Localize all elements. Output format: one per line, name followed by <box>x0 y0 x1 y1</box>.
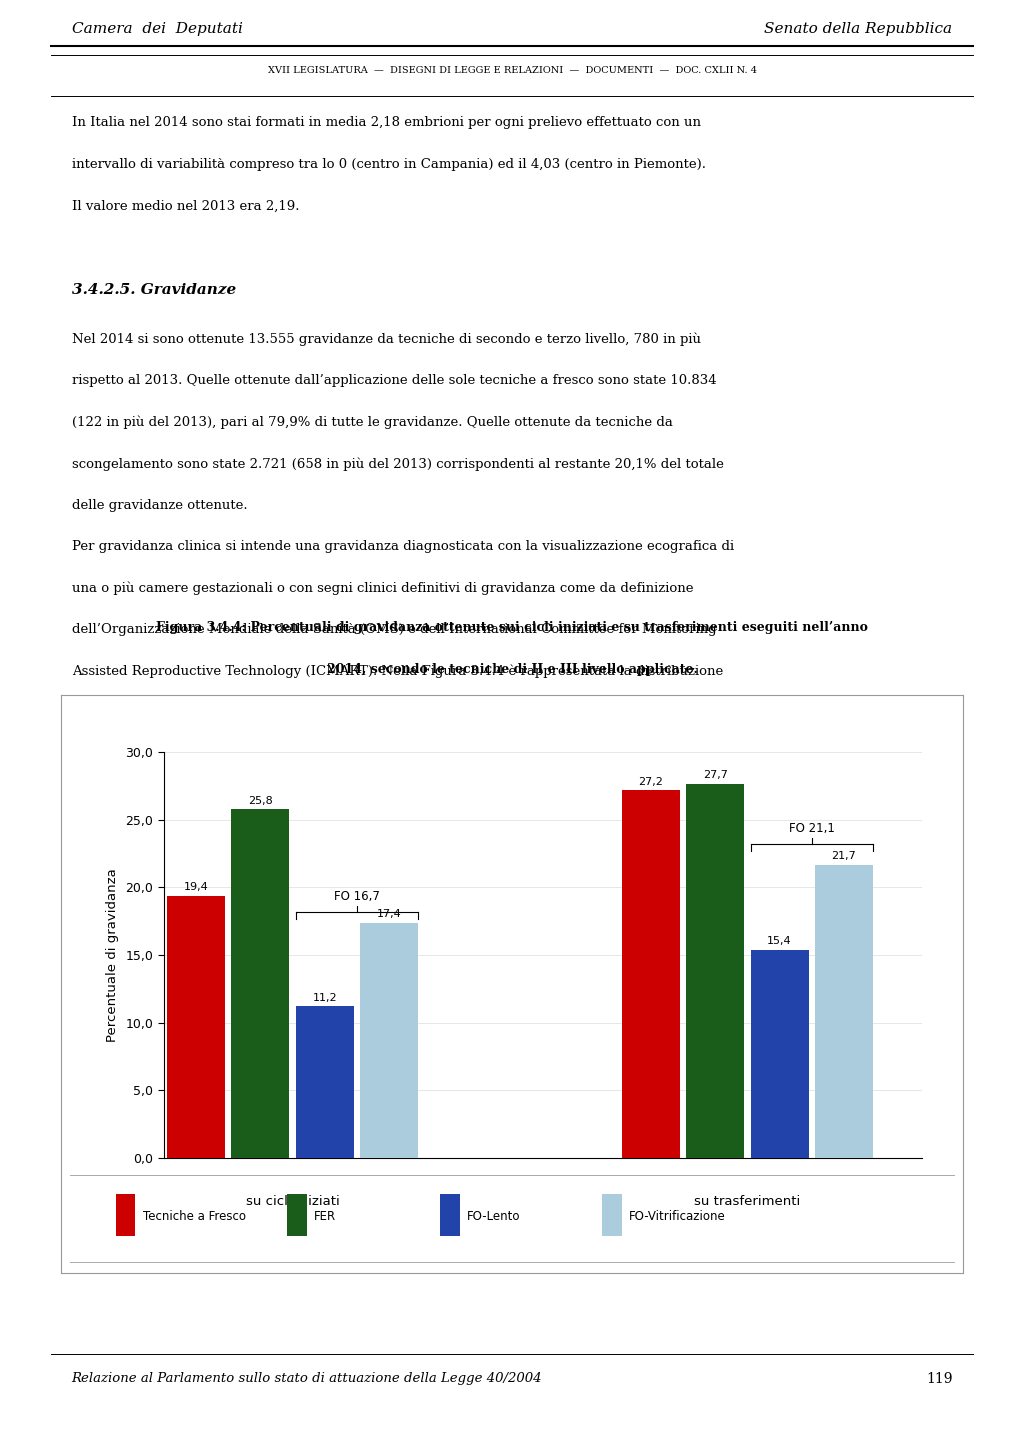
Text: XVII LEGISLATURA  —  DISEGNI DI LEGGE E RELAZIONI  —  DOCUMENTI  —  DOC. CXLII N: XVII LEGISLATURA — DISEGNI DI LEGGE E RE… <box>267 67 757 75</box>
Text: dell’Organizzazione Mondiale della Sanità (OMS) e dell’International Committee f: dell’Organizzazione Mondiale della Sanit… <box>72 624 717 637</box>
Text: FO 21,1: FO 21,1 <box>788 822 835 835</box>
Text: rispetto al 2013. Quelle ottenute dall’applicazione delle sole tecniche a fresco: rispetto al 2013. Quelle ottenute dall’a… <box>72 373 717 386</box>
Text: FO-Lento: FO-Lento <box>467 1210 520 1223</box>
Text: una o più camere gestazionali o con segni clinici definitivi di gravidanza come : una o più camere gestazionali o con segn… <box>72 582 693 595</box>
Text: 17,4: 17,4 <box>377 909 401 919</box>
Text: Figura 3.4.4: Percentuali di gravidanza ottenute sui cicli iniziati e su trasfer: Figura 3.4.4: Percentuali di gravidanza … <box>156 621 868 634</box>
Text: utilizzati.: utilizzati. <box>72 789 133 802</box>
Text: Tecniche a Fresco: Tecniche a Fresco <box>142 1210 246 1223</box>
Text: 15,4: 15,4 <box>767 936 792 946</box>
Bar <box>622 790 680 1158</box>
Bar <box>167 896 225 1158</box>
Text: In Italia nel 2014 sono stai formati in media 2,18 embrioni per ogni prelievo ef: In Italia nel 2014 sono stai formati in … <box>72 117 700 129</box>
Text: intervallo di variabilità compreso tra lo 0 (centro in Campania) ed il 4,03 (cen: intervallo di variabilità compreso tra l… <box>72 158 706 171</box>
Text: (122 in più del 2013), pari al 79,9% di tutte le gravidanze. Quelle ottenute da : (122 in più del 2013), pari al 79,9% di … <box>72 415 673 428</box>
Text: Camera  dei  Deputati: Camera dei Deputati <box>72 22 243 36</box>
Text: scongelamento sono state 2.721 (658 in più del 2013) corrispondenti al restante : scongelamento sono state 2.721 (658 in p… <box>72 457 724 470</box>
Bar <box>815 864 872 1158</box>
Text: Relazione al Parlamento sullo stato di attuazione della Legge 40/2004: Relazione al Parlamento sullo stato di a… <box>72 1372 542 1385</box>
Text: 3.4.2.5. Gravidanze: 3.4.2.5. Gravidanze <box>72 282 236 297</box>
Bar <box>440 1195 460 1236</box>
Text: Nel 2014 si sono ottenute 13.555 gravidanze da tecniche di secondo e terzo livel: Nel 2014 si sono ottenute 13.555 gravida… <box>72 333 700 346</box>
Text: 21,7: 21,7 <box>831 851 856 861</box>
Text: 2014, secondo le tecniche di II e III livello applicate.: 2014, secondo le tecniche di II e III li… <box>327 663 697 676</box>
Bar <box>360 923 418 1158</box>
Text: 27,2: 27,2 <box>638 777 664 787</box>
Text: delle gravidanze ottenute.: delle gravidanze ottenute. <box>72 499 248 512</box>
Text: delle percentuali di gravidanza, come sopra definita, calcolate sui cicli inizia: delle percentuali di gravidanza, come so… <box>72 706 726 719</box>
Bar <box>686 783 744 1158</box>
Text: FO 16,7: FO 16,7 <box>334 890 380 903</box>
Bar <box>296 1006 354 1158</box>
Bar <box>602 1195 622 1236</box>
Text: 25,8: 25,8 <box>248 796 272 806</box>
Bar <box>116 1195 135 1236</box>
Text: Per gravidanza clinica si intende una gravidanza diagnosticata con la visualizza: Per gravidanza clinica si intende una gr… <box>72 540 734 553</box>
Text: FO-Vitrificazione: FO-Vitrificazione <box>629 1210 726 1223</box>
Text: Assisted Reproductive Technology (ICMART). Nella Figura 3.4.4 è rappresentata la: Assisted Reproductive Technology (ICMART… <box>72 664 723 679</box>
Y-axis label: Percentuale di gravidanza: Percentuale di gravidanza <box>105 868 119 1042</box>
Text: 19,4: 19,4 <box>183 883 209 893</box>
Bar <box>231 809 290 1158</box>
Bar <box>287 1195 306 1236</box>
Text: Il valore medio nel 2013 era 2,19.: Il valore medio nel 2013 era 2,19. <box>72 200 299 213</box>
Text: 11,2: 11,2 <box>312 993 337 1003</box>
Text: su trasferimenti: su trasferimenti <box>694 1195 801 1208</box>
Text: secondo le differenti tecniche applicate ed i differenti protocolli di congelame: secondo le differenti tecniche applicate… <box>72 748 679 761</box>
Text: 119: 119 <box>926 1372 952 1386</box>
Text: FER: FER <box>313 1210 336 1223</box>
Text: Senato della Repubblica: Senato della Repubblica <box>764 22 952 36</box>
Text: su cicli iniziati: su cicli iniziati <box>246 1195 340 1208</box>
Bar <box>751 949 809 1158</box>
Text: 27,7: 27,7 <box>702 770 727 780</box>
